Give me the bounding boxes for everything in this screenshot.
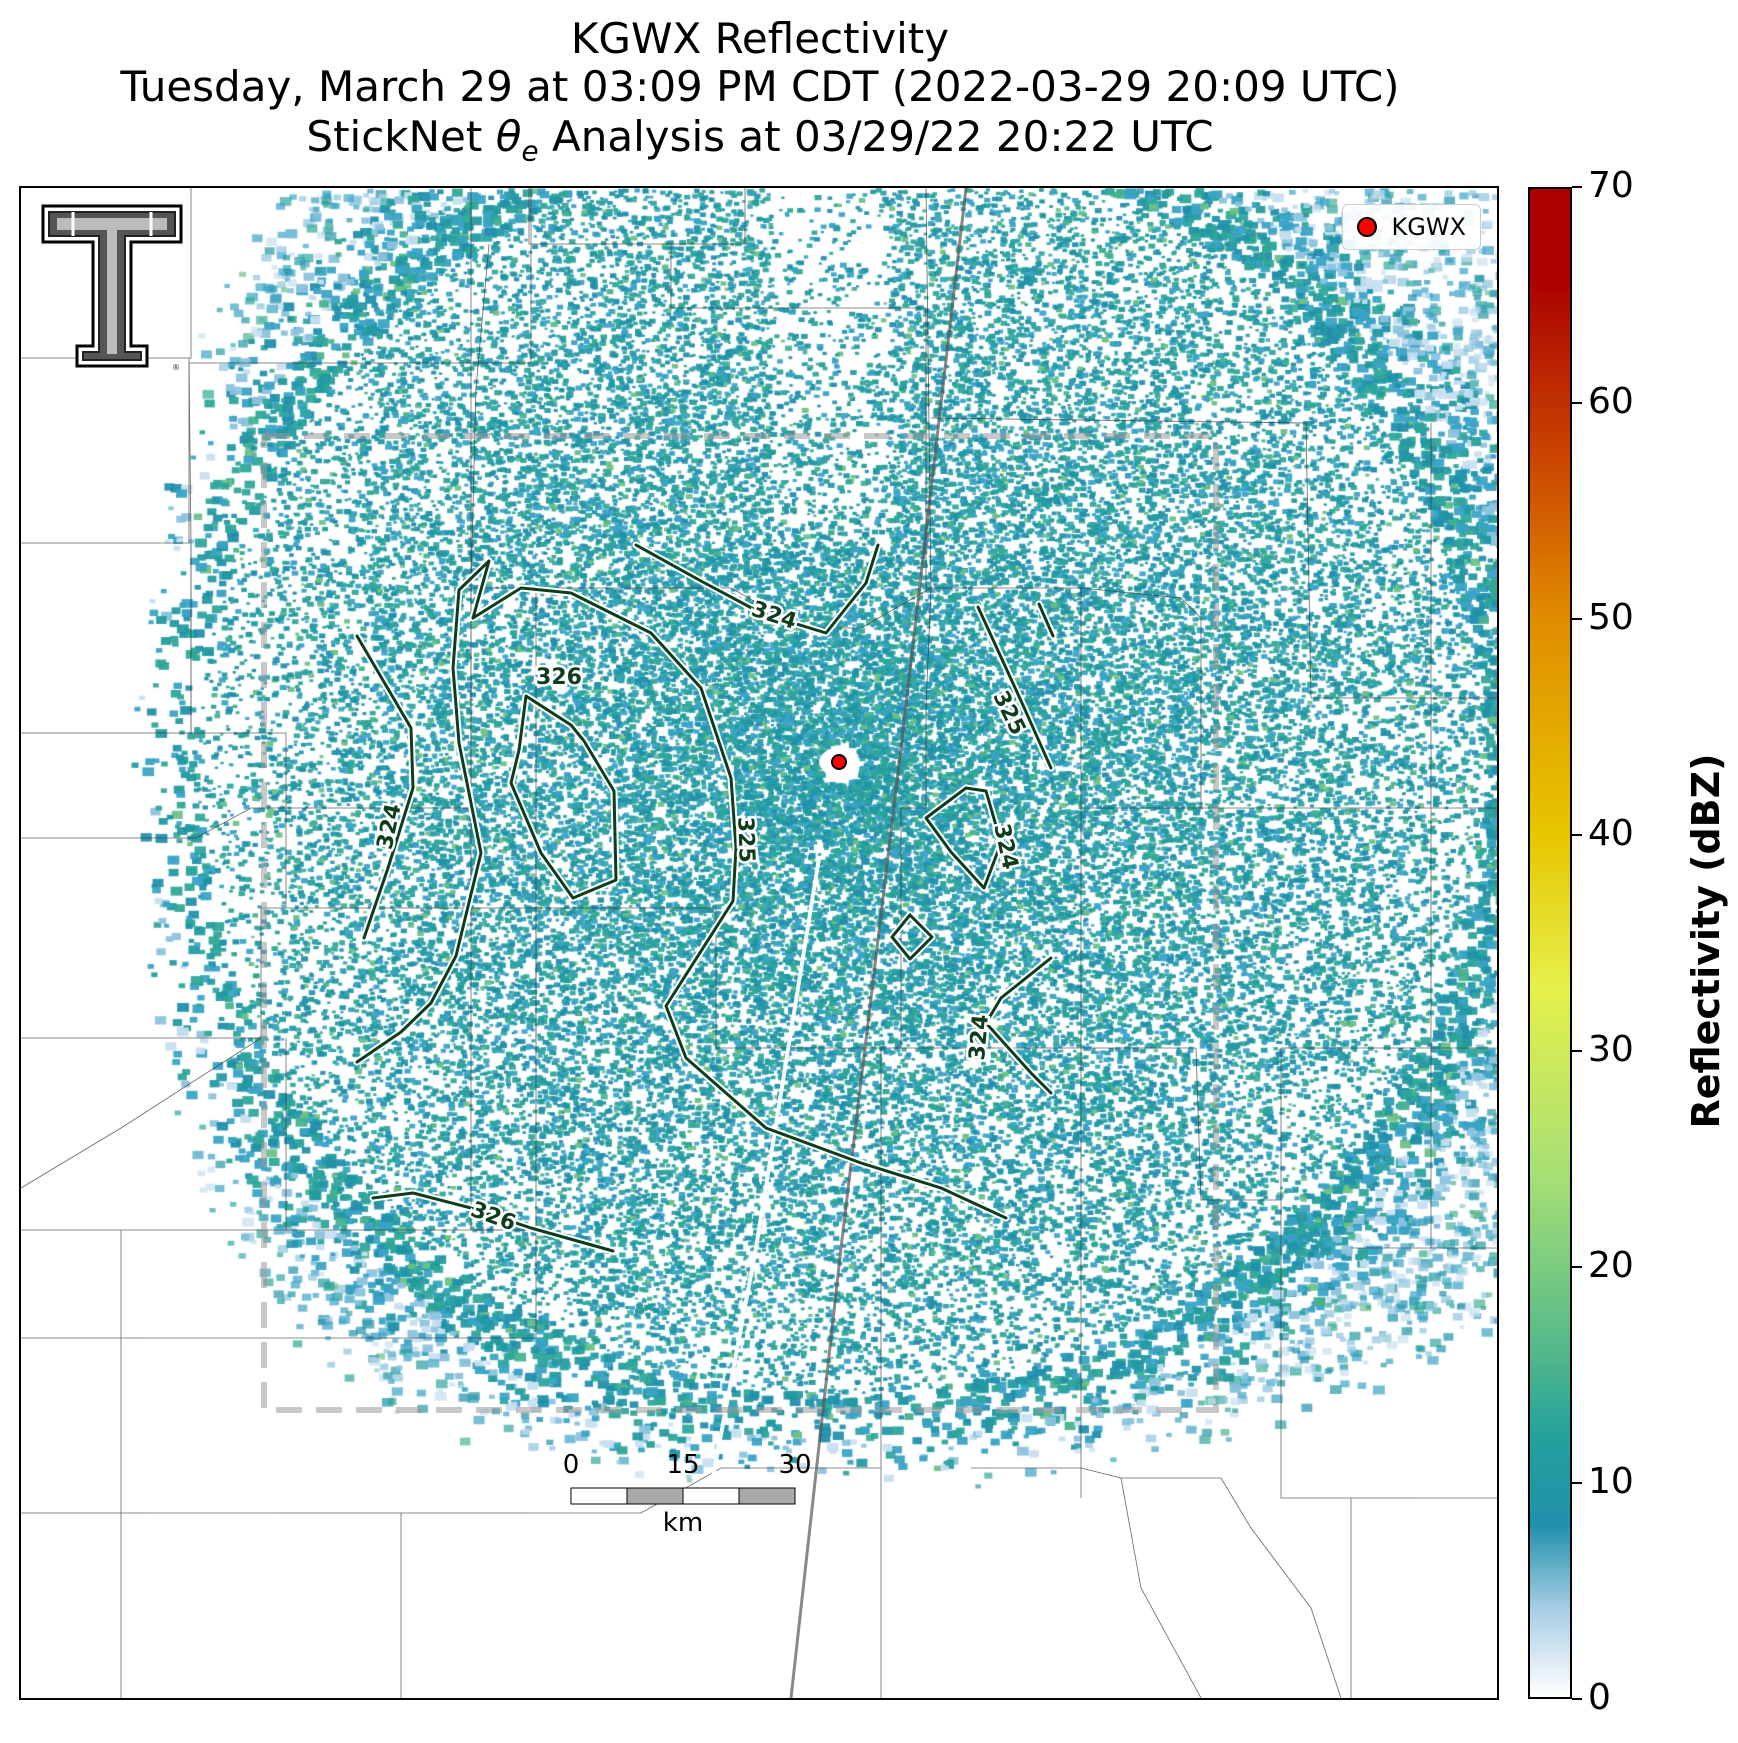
colorbar-tick-label: 0 — [1588, 1677, 1611, 1718]
reflectivity-colorbar — [1528, 187, 1572, 1699]
interstate-highway — [789, 188, 968, 1698]
title-line-3-suffix: Analysis at 03/29/22 20:22 UTC — [538, 112, 1214, 161]
colorbar-tick — [1572, 1266, 1582, 1268]
colorbar-tick — [1572, 186, 1582, 188]
colorbar-tick — [1572, 834, 1582, 836]
scale-tick-15: 15 — [666, 1450, 700, 1480]
colorbar-title: Reflectivity (dBZ) — [1684, 753, 1728, 1129]
title-line-2: Tuesday, March 29 at 03:09 PM CDT (2022-… — [120, 62, 1400, 111]
colorbar-tick — [1572, 1698, 1582, 1700]
registered-mark-icon: ® — [172, 363, 180, 372]
scale-tick-0: 0 — [562, 1450, 580, 1480]
colorbar-tick — [1572, 618, 1582, 620]
colorbar-tick-label: 70 — [1588, 165, 1634, 206]
contour-label: 325 — [988, 687, 1031, 739]
theta-symbol: θ — [495, 112, 522, 161]
colorbar-tick — [1572, 1050, 1582, 1052]
title-line-3-prefix: StickNet — [306, 112, 496, 161]
colorbar-tick-label: 10 — [1588, 1461, 1634, 1502]
colorbar-tick-label: 50 — [1588, 597, 1634, 638]
contour-label: 324 — [965, 1013, 994, 1061]
colorbar-tick-label: 30 — [1588, 1029, 1634, 1070]
scale-bar — [570, 1487, 796, 1505]
title-line-3: StickNet θe Analysis at 03/29/22 20:22 U… — [20, 112, 1500, 167]
colorbar-tick-label: 20 — [1588, 1245, 1634, 1286]
colorbar-tick — [1572, 1482, 1582, 1484]
colorbar-tick-label: 60 — [1588, 381, 1634, 422]
contour-label: 326 — [536, 665, 582, 690]
contour-labels: 324 326 324 325 325 324 324 326 — [370, 594, 1033, 1239]
contour-label: 325 — [732, 816, 759, 863]
radar-site-dot — [831, 754, 847, 770]
county-boundaries — [21, 188, 1497, 1698]
radar-map[interactable]: 324 326 324 325 325 324 324 326 ® 0 15 — [19, 186, 1499, 1700]
colorbar-tick — [1572, 402, 1582, 404]
legend-marker-icon — [1357, 217, 1378, 237]
contour-label: 326 — [467, 1197, 519, 1236]
beam-blockage-line — [709, 857, 821, 1489]
colorbar-tick-label: 40 — [1588, 813, 1634, 854]
title-line-1: KGWX Reflectivity — [570, 14, 950, 63]
contour-label: 324 — [373, 802, 407, 852]
legend-label: KGWX — [1391, 213, 1466, 241]
contour-label: 324 — [748, 597, 799, 635]
map-legend: KGWX — [1342, 204, 1481, 250]
scale-unit: km — [662, 1508, 704, 1538]
theta-subscript: e — [521, 134, 539, 168]
texas-tech-logo-icon — [41, 204, 183, 368]
theta-e-contours — [353, 541, 1057, 1255]
map-overlay: 324 326 324 325 325 324 324 326 ® — [21, 188, 1497, 1698]
scale-tick-30: 30 — [778, 1450, 812, 1480]
analysis-domain-box — [261, 433, 1219, 1413]
